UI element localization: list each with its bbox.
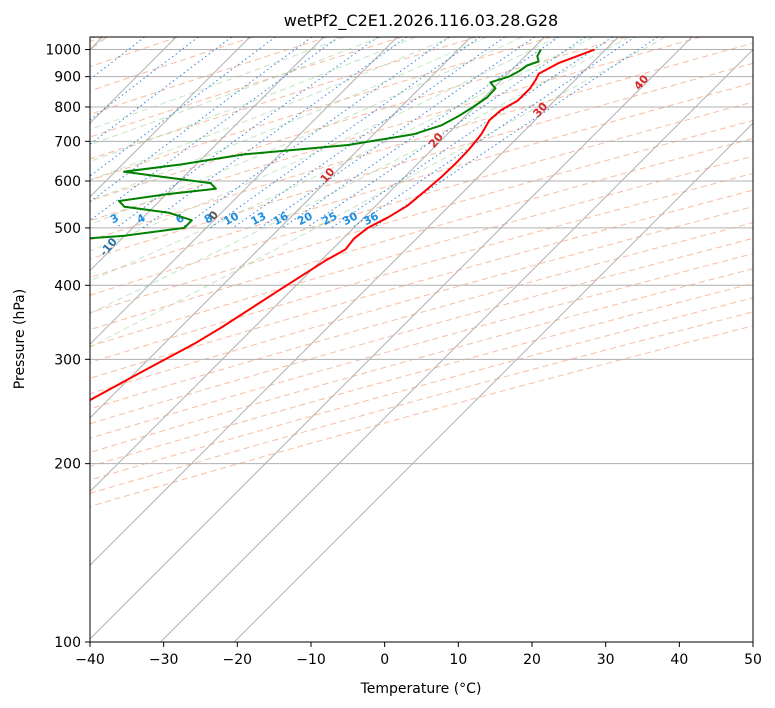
mixing-ratio-line: [181, 37, 450, 229]
dry-adiabat-line: [90, 37, 627, 202]
isotherm-line: [90, 37, 324, 272]
y-tick-label: 300: [54, 352, 81, 368]
dry-adiabat-line: [90, 311, 753, 494]
dry-adiabat-line: [90, 155, 753, 347]
dry-adiabat-line: [90, 189, 753, 379]
temperature-profile-line: [90, 48, 595, 402]
isotherm-line: [90, 37, 693, 640]
y-tick-label: 400: [54, 278, 81, 294]
y-tick-label: 800: [54, 100, 81, 116]
moist-adiabat-line: [90, 37, 594, 282]
dry-adiabat-line: [90, 222, 753, 410]
mixing-ratio-line: [282, 37, 560, 229]
x-tick-label: 10: [449, 652, 467, 668]
isotherm-line: [160, 48, 753, 642]
dry-adiabat-line: [90, 62, 753, 260]
x-tick-label: 40: [670, 652, 688, 668]
moist-adiabat-line: [90, 37, 487, 202]
mixing-ratio-line: [90, 37, 339, 222]
x-tick-label: 30: [597, 652, 615, 668]
y-tick-label: 200: [54, 457, 81, 473]
moist-adiabat-line: [90, 37, 523, 225]
x-tick-label: 0: [380, 652, 389, 668]
dry-adiabat-line: [90, 297, 753, 481]
y-tick-label: 500: [54, 221, 81, 237]
moist-adiabat-line: [90, 37, 558, 252]
mixing-ratio-label: 30: [340, 209, 360, 228]
y-tick-label: 700: [54, 134, 81, 150]
x-tick-label: −10: [296, 652, 326, 668]
mixing-ratio-label: 25: [320, 209, 340, 228]
plot-frame: [89, 36, 754, 643]
dewpoint-profile-line: [90, 49, 542, 240]
isotherm-line: [90, 37, 619, 566]
moist-adiabat-line: [90, 37, 345, 130]
mixing-ratio-line: [259, 37, 535, 229]
y-axis-title: Pressure (hPa): [12, 289, 28, 389]
mixing-ratio-line: [90, 37, 313, 203]
dry-adiabat-line: [90, 37, 253, 92]
x-tick-label: −20: [223, 652, 253, 668]
dry-adiabat-line: [90, 237, 753, 425]
mixing-ratio-line: [306, 37, 586, 229]
x-axis-title: Temperature (°C): [360, 681, 482, 697]
chart-title: wetPf2_C2E1.2026.116.03.28.G28: [284, 11, 558, 31]
dry-adiabat-line: [90, 138, 753, 331]
y-tick-label: 600: [54, 174, 81, 190]
isotherm-line: [90, 37, 398, 345]
mixing-ratio-label: 16: [271, 209, 291, 228]
mixing-ratio-line: [351, 37, 636, 229]
dry-adiabat-line: [90, 37, 477, 160]
mixing-ratio-label: 10: [221, 209, 241, 228]
x-tick-label: −40: [75, 652, 105, 668]
x-tick-label: 50: [744, 652, 762, 668]
isotherm-line: [90, 37, 472, 419]
y-tick-label: 1000: [45, 43, 81, 59]
mixing-ratio-label: 20: [295, 209, 315, 228]
isotherm-line: [233, 122, 753, 642]
y-tick-label: 900: [54, 70, 81, 86]
mixing-ratio-line: [209, 37, 481, 229]
dry-adiabat-line: [90, 172, 753, 364]
mixing-ratio-line: [232, 37, 506, 229]
x-tick-label: −30: [149, 652, 179, 668]
axes: −40 −30 −20 −10 0 10 20 30 40 50 100 200 300 400 500 60…: [45, 43, 762, 668]
mixing-ratio-line: [142, 37, 407, 229]
y-tick-label: 100: [54, 635, 81, 651]
moist-adiabat-line: [90, 37, 666, 348]
plot-area: 0.10.20.40.611.52346810131620253036-100-…: [90, 37, 753, 642]
mixing-ratio-label: 13: [249, 209, 269, 228]
isotherm-line: [90, 37, 545, 493]
x-tick-label: 20: [523, 652, 541, 668]
moist-adiabat-line: [90, 37, 416, 162]
dry-adiabat-line: [90, 37, 403, 138]
isotherm-line: [90, 37, 251, 198]
mixing-ratio-line: [372, 37, 658, 229]
dry-adiabat-line: [90, 268, 753, 453]
